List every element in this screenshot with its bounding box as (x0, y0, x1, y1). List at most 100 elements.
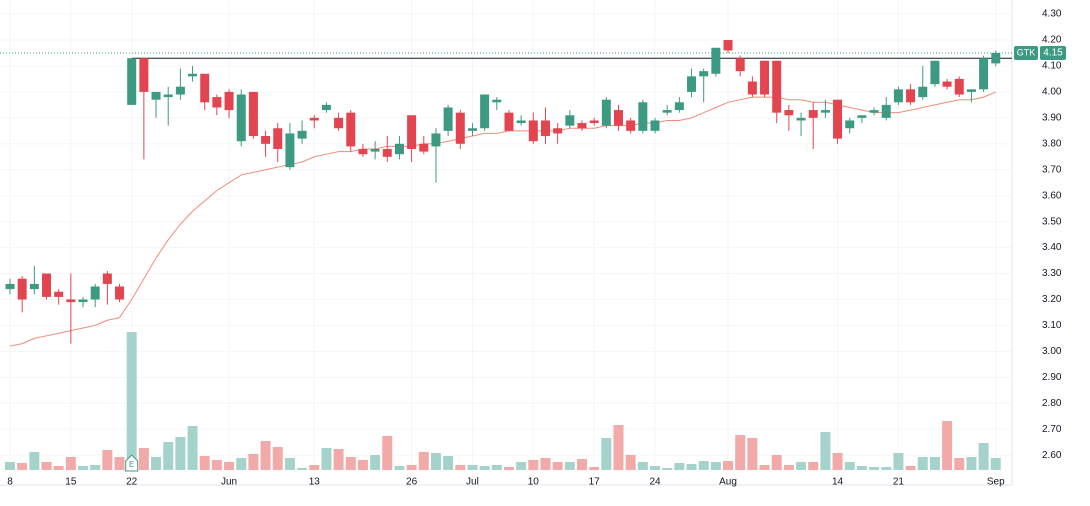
candle-body (857, 115, 867, 118)
x-tick-label: 8 (7, 477, 13, 488)
candle-body (127, 58, 137, 105)
volume-bar (138, 448, 149, 470)
candle-body (382, 149, 392, 157)
volume-bar (199, 456, 210, 470)
candle-body (614, 110, 623, 126)
candle-body (78, 299, 88, 303)
candle-body (553, 128, 563, 134)
candle-body (431, 133, 441, 147)
candle-body (273, 128, 283, 149)
volume-bar (53, 466, 64, 470)
volume-bar (29, 452, 40, 470)
candle-body (869, 110, 879, 113)
volume-bar (467, 465, 478, 470)
candle-body (723, 40, 733, 51)
x-tick-label: Jun (221, 477, 237, 488)
earnings-label: E (129, 460, 134, 469)
volume-bar (540, 458, 551, 470)
candle-body (516, 120, 526, 124)
volume-bar (479, 466, 490, 470)
candle-body (236, 94, 246, 142)
y-tick-label: 4.10 (1042, 61, 1062, 72)
candle-body (90, 286, 100, 300)
volume-bar (333, 449, 344, 470)
candle-body (906, 89, 916, 103)
candle-body (820, 110, 830, 113)
volume-bar (284, 458, 295, 470)
volume-bar (942, 421, 953, 470)
volume-bar (406, 465, 417, 470)
volume-bar (260, 441, 271, 470)
candle-body (224, 91, 234, 111)
volume-bar (820, 432, 831, 470)
volume-bar (698, 461, 709, 470)
candle-body (687, 76, 697, 92)
candle-body (188, 73, 198, 77)
candle-body (796, 117, 806, 121)
volume-bar (929, 457, 940, 470)
volume-bar (723, 461, 734, 470)
candle-body (735, 58, 745, 72)
volume-bar (430, 453, 441, 470)
volume-bar (905, 466, 916, 470)
candle-body (5, 283, 15, 290)
candle-body (528, 120, 538, 142)
y-tick-label: 3.00 (1042, 346, 1062, 357)
candle-body (370, 149, 380, 152)
y-tick-label: 3.90 (1042, 113, 1062, 124)
volume-bar (491, 465, 502, 470)
x-tick-label: 14 (832, 477, 844, 488)
volume-bar (881, 467, 892, 470)
x-tick-label: 22 (126, 477, 138, 488)
volume-bar (954, 458, 965, 470)
candle-body (772, 60, 782, 113)
candle-body (29, 283, 39, 290)
y-tick-label: 2.60 (1042, 450, 1062, 461)
x-tick-label: Sep (987, 477, 1005, 488)
volume-bar (345, 457, 356, 470)
candle-body (626, 120, 636, 131)
volume-bar (102, 450, 113, 470)
volume-bar (78, 466, 89, 470)
volume-bar (455, 465, 466, 470)
volume-bar (771, 455, 782, 470)
volume-bar (236, 458, 247, 470)
candle-body (638, 102, 648, 131)
x-tick-label: 21 (893, 477, 905, 488)
volume-bar (382, 436, 393, 470)
volume-bar (990, 458, 1001, 470)
candle-body (248, 91, 258, 137)
volume-bar (917, 457, 928, 470)
candle-body (66, 299, 76, 303)
candle-body (334, 117, 344, 129)
volume-bar (187, 426, 198, 470)
candle-body (115, 286, 125, 300)
y-tick-label: 2.90 (1042, 372, 1062, 383)
volume-bar (211, 460, 222, 470)
volume-bar (662, 468, 673, 470)
candle-body (845, 120, 855, 129)
volume-bar (832, 453, 843, 470)
volume-bar (625, 455, 636, 470)
candle-body (212, 97, 222, 108)
candle-body (102, 273, 112, 284)
volume-bar (856, 466, 867, 470)
volume-bar (978, 443, 989, 470)
x-tick-label: 26 (406, 477, 418, 488)
volume-bar (248, 454, 259, 470)
candle-body (321, 104, 331, 111)
x-tick-label: 13 (309, 477, 321, 488)
symbol-label: GTK (1017, 47, 1036, 57)
volume-bar (783, 465, 794, 470)
candle-body (200, 73, 210, 103)
y-tick-label: 4.00 (1042, 87, 1062, 98)
volume-bar (844, 462, 855, 470)
candle-body (991, 53, 1001, 64)
volume-bar (893, 453, 904, 470)
volume-bar (503, 467, 514, 470)
volume-bar (796, 462, 807, 470)
volume-bar (224, 462, 235, 470)
volume-bar (735, 435, 746, 470)
candle-body (54, 291, 64, 297)
